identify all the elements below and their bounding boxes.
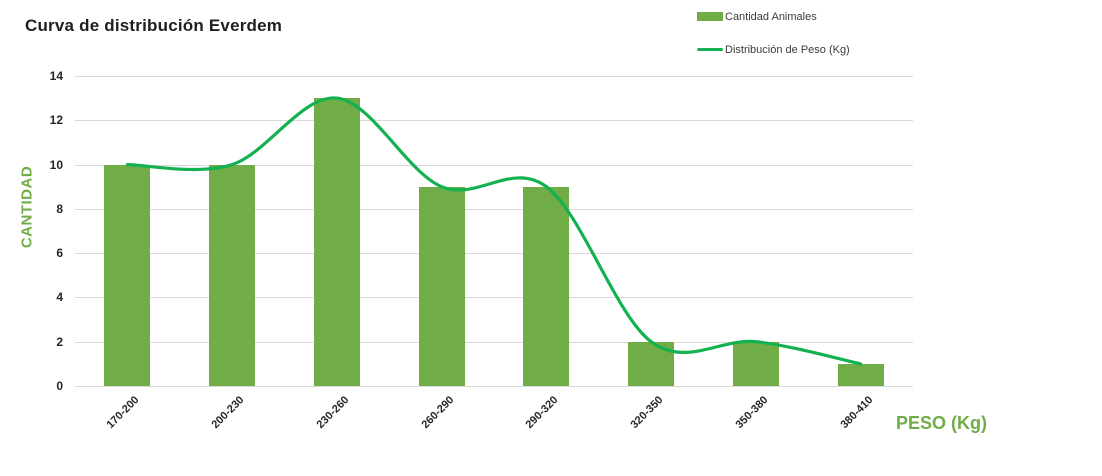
y-tick-label: 8 <box>56 201 63 216</box>
y-tick-label: 4 <box>56 290 63 305</box>
chart-title: Curva de distribución Everdem <box>25 16 283 35</box>
bar-260-290 <box>418 186 465 386</box>
x-tick-label: 290-320 <box>523 394 561 432</box>
gridline <box>75 76 913 77</box>
legend-item-bar-series: Cantidad Animales <box>697 8 850 25</box>
y-tick-label: 6 <box>56 246 63 261</box>
x-tick-label: 260-290 <box>419 394 457 432</box>
legend-label-line-series: Distribución de Peso (Kg) <box>725 43 850 56</box>
y-tick-label: 14 <box>49 69 63 83</box>
gridline <box>75 208 913 210</box>
bar-380-410 <box>837 363 884 386</box>
bar-series-swatch-icon <box>697 12 723 21</box>
legend-item-line-series: Distribución de Peso (Kg) <box>697 41 850 58</box>
bar-170-200 <box>104 164 151 386</box>
x-axis-title: PESO (Kg) <box>896 413 988 433</box>
x-tick-label: 200-230 <box>209 394 247 432</box>
x-tick-label: 350-380 <box>733 394 771 432</box>
y-tick-label: 0 <box>56 379 63 393</box>
gridline <box>75 386 913 387</box>
bar-320-350 <box>628 341 675 386</box>
x-tick-label: 170-200 <box>104 394 142 432</box>
legend-label-bar-series: Cantidad Animales <box>725 10 817 23</box>
legend: Cantidad Animales Distribución de Peso (… <box>697 8 850 74</box>
gridline <box>75 164 913 166</box>
gridline <box>75 253 913 255</box>
y-tick-label: 12 <box>49 113 63 128</box>
bar-230-260 <box>313 98 360 386</box>
line-series-swatch-icon <box>697 48 723 51</box>
gridline <box>75 341 913 343</box>
bar-200-230 <box>209 164 256 386</box>
y-tick-label: 2 <box>56 334 63 349</box>
gridline <box>75 297 913 299</box>
x-tick-label: 380-410 <box>838 394 876 432</box>
x-tick-label: 230-260 <box>314 394 352 432</box>
gridline <box>75 120 913 122</box>
bar-290-320 <box>523 186 570 386</box>
bar-350-380 <box>732 341 779 386</box>
y-tick-label: 10 <box>49 157 63 172</box>
x-tick-label: 320-350 <box>628 394 666 432</box>
